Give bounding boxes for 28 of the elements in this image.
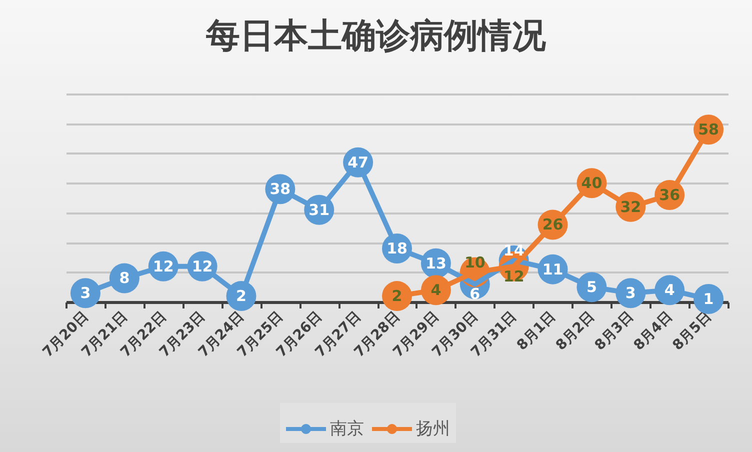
data-label: 12 (152, 257, 174, 276)
data-label: 26 (542, 216, 564, 234)
chart-title: 每日本土确诊病例情况 (205, 16, 547, 56)
data-label: 2 (392, 287, 402, 306)
data-label: 8 (119, 269, 130, 288)
data-label: 3 (80, 284, 91, 302)
data-label: 40 (581, 174, 602, 192)
data-label: 3 (625, 284, 636, 302)
data-label: 12 (192, 257, 213, 276)
data-label: 47 (348, 153, 368, 172)
data-label: 32 (620, 198, 642, 216)
data-label: 11 (542, 260, 564, 278)
legend-label: 扬州 (416, 419, 450, 439)
data-label: 38 (270, 180, 291, 198)
data-label: 10 (464, 253, 486, 272)
data-label: 6 (470, 285, 480, 304)
data-label: 36 (659, 186, 680, 204)
data-label: 4 (430, 281, 442, 300)
data-label: 2 (236, 287, 246, 306)
data-label: 4 (664, 281, 675, 300)
data-label: 5 (586, 278, 597, 296)
data-label: 58 (698, 120, 719, 139)
data-label: 1 (703, 290, 714, 308)
data-label: 18 (386, 240, 408, 258)
legend-label: 南京 (330, 419, 364, 439)
data-label: 31 (308, 200, 330, 219)
data-label: 12 (503, 267, 524, 286)
data-label: 13 (426, 254, 446, 272)
